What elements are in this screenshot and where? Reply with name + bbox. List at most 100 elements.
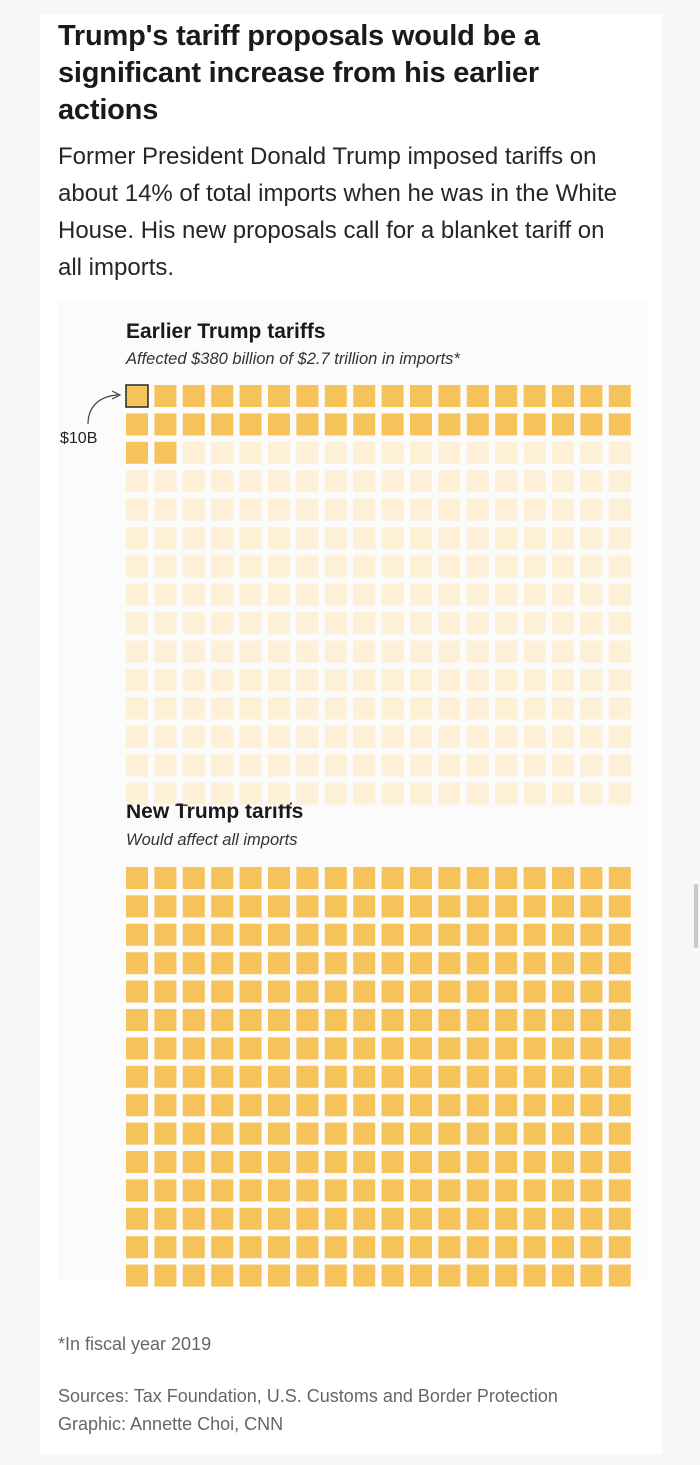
waffle-square-filled xyxy=(580,1207,603,1230)
scrollbar-thumb[interactable] xyxy=(694,884,698,948)
waffle-square-empty xyxy=(495,470,518,493)
waffle-square-filled xyxy=(126,1094,148,1117)
annotation-arrow xyxy=(87,394,119,425)
waffle-square-filled xyxy=(410,413,432,436)
waffle-square-filled xyxy=(126,1236,148,1259)
waffle-square-empty xyxy=(552,498,574,521)
waffle-square-empty xyxy=(353,640,376,663)
waffle-square-filled xyxy=(353,895,376,918)
waffle-square-empty xyxy=(324,640,347,663)
waffle-square-empty xyxy=(182,527,205,549)
waffle-square-empty xyxy=(381,669,404,691)
waffle-square-empty xyxy=(466,725,489,748)
waffle-square-empty xyxy=(438,754,461,777)
waffle-square-filled xyxy=(580,1236,603,1259)
waffle-square-filled xyxy=(324,895,347,918)
waffle-square-empty xyxy=(296,754,319,777)
waffle-square-empty xyxy=(438,640,461,663)
waffle-square-empty xyxy=(381,725,404,748)
waffle-square-filled xyxy=(580,1094,603,1117)
waffle-square-filled xyxy=(495,1009,518,1031)
waffle-square-filled xyxy=(580,413,603,436)
waffle-square-filled xyxy=(324,1207,347,1230)
waffle-square-filled xyxy=(126,867,148,889)
waffle-square-empty xyxy=(296,441,319,464)
waffle-square-filled xyxy=(381,952,404,975)
waffle-square-filled xyxy=(523,1065,546,1088)
waffle-square-empty xyxy=(211,583,234,606)
waffle-square-filled xyxy=(608,895,631,918)
waffle-square-empty xyxy=(182,555,205,578)
waffle-square-empty xyxy=(353,697,376,720)
waffle-square-empty xyxy=(495,697,518,720)
waffle-square-filled xyxy=(495,1236,518,1259)
waffle-square-empty xyxy=(381,612,404,635)
waffle-square-filled xyxy=(296,1065,319,1088)
waffle-square-filled xyxy=(211,1094,234,1117)
waffle-square-filled xyxy=(523,1179,546,1202)
earlier-tariffs-title: Earlier Trump tariffs xyxy=(126,320,326,343)
waffle-square-filled xyxy=(268,867,290,889)
waffle-square-filled xyxy=(154,923,177,946)
waffle-square-filled xyxy=(438,1122,461,1145)
waffle-square-filled xyxy=(438,1094,461,1117)
waffle-square-filled xyxy=(239,952,262,975)
waffle-square-empty xyxy=(438,725,461,748)
waffle-square-empty xyxy=(495,725,518,748)
waffle-square-filled xyxy=(523,923,546,946)
waffle-square-empty xyxy=(608,470,631,493)
waffle-square-filled xyxy=(182,1094,205,1117)
waffle-square-filled xyxy=(211,867,234,889)
waffle-square-empty xyxy=(239,583,262,606)
waffle-square-filled xyxy=(381,923,404,946)
waffle-square-empty xyxy=(154,498,177,521)
waffle-square-filled xyxy=(353,1009,376,1031)
waffle-square-empty xyxy=(154,782,177,805)
waffle-square-filled xyxy=(466,1236,489,1259)
waffle-square-empty xyxy=(353,583,376,606)
waffle-square-filled xyxy=(410,867,432,889)
waffle-square-filled xyxy=(466,1207,489,1230)
waffle-square-filled xyxy=(268,385,290,407)
waffle-square-filled xyxy=(268,1264,290,1287)
waffle-square-filled xyxy=(268,1236,290,1259)
waffle-square-filled xyxy=(495,1037,518,1060)
waffle-square-empty xyxy=(154,583,177,606)
waffle-square-filled xyxy=(154,413,177,436)
waffle-square-filled xyxy=(381,1236,404,1259)
waffle-square-filled xyxy=(410,1037,432,1060)
waffle-square-filled xyxy=(296,1207,319,1230)
waffle-square-empty xyxy=(381,498,404,521)
waffle-square-empty xyxy=(523,555,546,578)
waffle-square-filled xyxy=(126,1207,148,1230)
waffle-square-filled xyxy=(495,385,518,407)
waffle-square-filled xyxy=(523,1264,546,1287)
waffle-square-filled xyxy=(211,1037,234,1060)
waffle-square-empty xyxy=(381,782,404,805)
waffle-square-empty xyxy=(324,498,347,521)
waffle-square-filled xyxy=(353,1122,376,1145)
waffle-square-filled xyxy=(495,1065,518,1088)
waffle-square-filled xyxy=(608,923,631,946)
waffle-square-filled xyxy=(126,1037,148,1060)
waffle-square-filled xyxy=(495,1179,518,1202)
waffle-square-filled xyxy=(154,1179,177,1202)
waffle-square-empty xyxy=(324,782,347,805)
waffle-square-filled xyxy=(410,895,432,918)
waffle-square-filled xyxy=(239,1151,262,1173)
waffle-square-filled xyxy=(211,1065,234,1088)
waffle-square-filled xyxy=(495,1122,518,1145)
waffle-square-empty xyxy=(296,612,319,635)
waffle-square-filled xyxy=(324,385,347,407)
waffle-square-filled xyxy=(211,1264,234,1287)
waffle-square-empty xyxy=(523,640,546,663)
waffle-square-filled xyxy=(438,923,461,946)
credit-line: Graphic: Annette Choi, CNN xyxy=(58,1414,284,1434)
waffle-square-filled xyxy=(438,980,461,1003)
waffle-square-filled xyxy=(523,413,546,436)
waffle-square-empty xyxy=(495,669,518,691)
waffle-square-empty xyxy=(154,697,177,720)
waffle-square-empty xyxy=(296,669,319,691)
waffle-square-empty xyxy=(211,612,234,635)
waffle-square-filled xyxy=(154,1236,177,1259)
